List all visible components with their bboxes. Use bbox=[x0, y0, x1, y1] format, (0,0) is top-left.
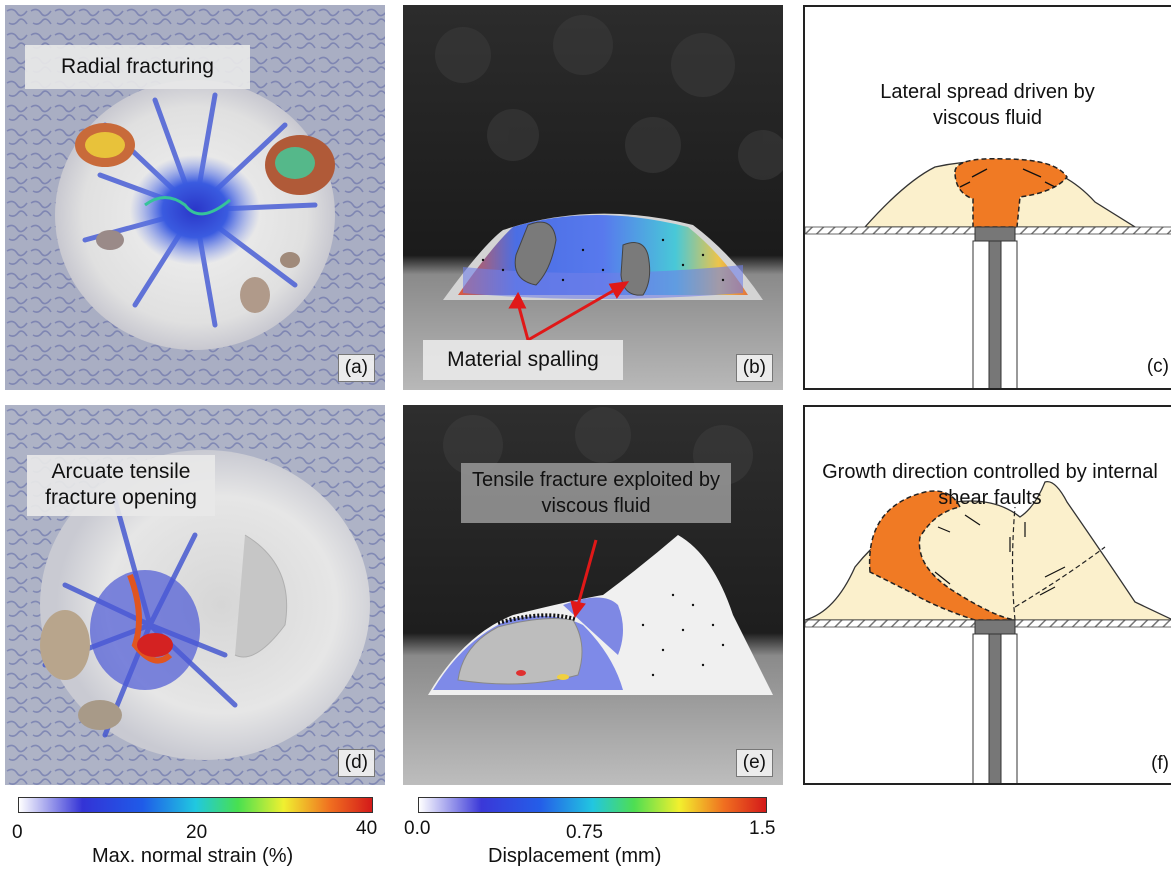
annotation-material-spalling: Material spalling bbox=[423, 340, 623, 380]
panel-e-image bbox=[403, 405, 783, 785]
panel-d-arcuate-fracture: Arcuate tensile fracture opening (d) bbox=[5, 405, 385, 785]
displacement-colorbar bbox=[418, 797, 767, 813]
panel-letter-b: (b) bbox=[735, 354, 773, 382]
displacement-tick-15: 1.5 bbox=[749, 818, 776, 839]
panel-f-sketch bbox=[805, 481, 1171, 783]
panel-c-lateral-spread-sketch: Lateral spread driven by viscous fluid (… bbox=[803, 5, 1171, 390]
strain-tick-0: 0 bbox=[12, 822, 23, 843]
annotation-lateral-spread: Lateral spread driven by viscous fluid bbox=[880, 81, 1095, 129]
panel-b-image bbox=[403, 5, 783, 390]
panel-f-shear-faults-sketch: Growth direction controlled by internal … bbox=[803, 405, 1171, 785]
displacement-tick-075: 0.75 bbox=[566, 822, 603, 843]
panel-b-material-spalling: Material spalling (b) bbox=[403, 5, 783, 390]
annotation-tensile-fracture: Tensile fracture exploited by viscous fl… bbox=[461, 463, 731, 523]
strain-colorbar-title: Max. normal strain (%) bbox=[92, 845, 294, 867]
annotation-radial-fracturing: Radial fracturing bbox=[25, 45, 250, 89]
panel-c-sketch bbox=[805, 158, 1171, 388]
panel-letter-f: (f) bbox=[1151, 753, 1169, 774]
strain-colorbar bbox=[18, 797, 373, 813]
strain-tick-20: 20 bbox=[186, 822, 208, 843]
panel-e-tensile-fracture: Tensile fracture exploited by viscous fl… bbox=[403, 405, 783, 785]
strain-tick-40: 40 bbox=[356, 818, 378, 839]
annotation-arcuate-fracture: Arcuate tensile fracture opening bbox=[27, 455, 215, 516]
panel-letter-c: (c) bbox=[1146, 356, 1169, 377]
annotation-shear-faults: Growth direction controlled by internal … bbox=[822, 461, 1158, 509]
panel-a-radial-fracturing: Radial fracturing (a) bbox=[5, 5, 385, 390]
panel-letter-e: (e) bbox=[735, 749, 773, 777]
displacement-colorbar-title: Displacement (mm) bbox=[488, 845, 662, 867]
panel-letter-a: (a) bbox=[337, 354, 375, 382]
displacement-tick-0: 0.0 bbox=[404, 818, 431, 839]
panel-letter-d: (d) bbox=[337, 749, 375, 777]
spall-patch bbox=[75, 123, 335, 313]
